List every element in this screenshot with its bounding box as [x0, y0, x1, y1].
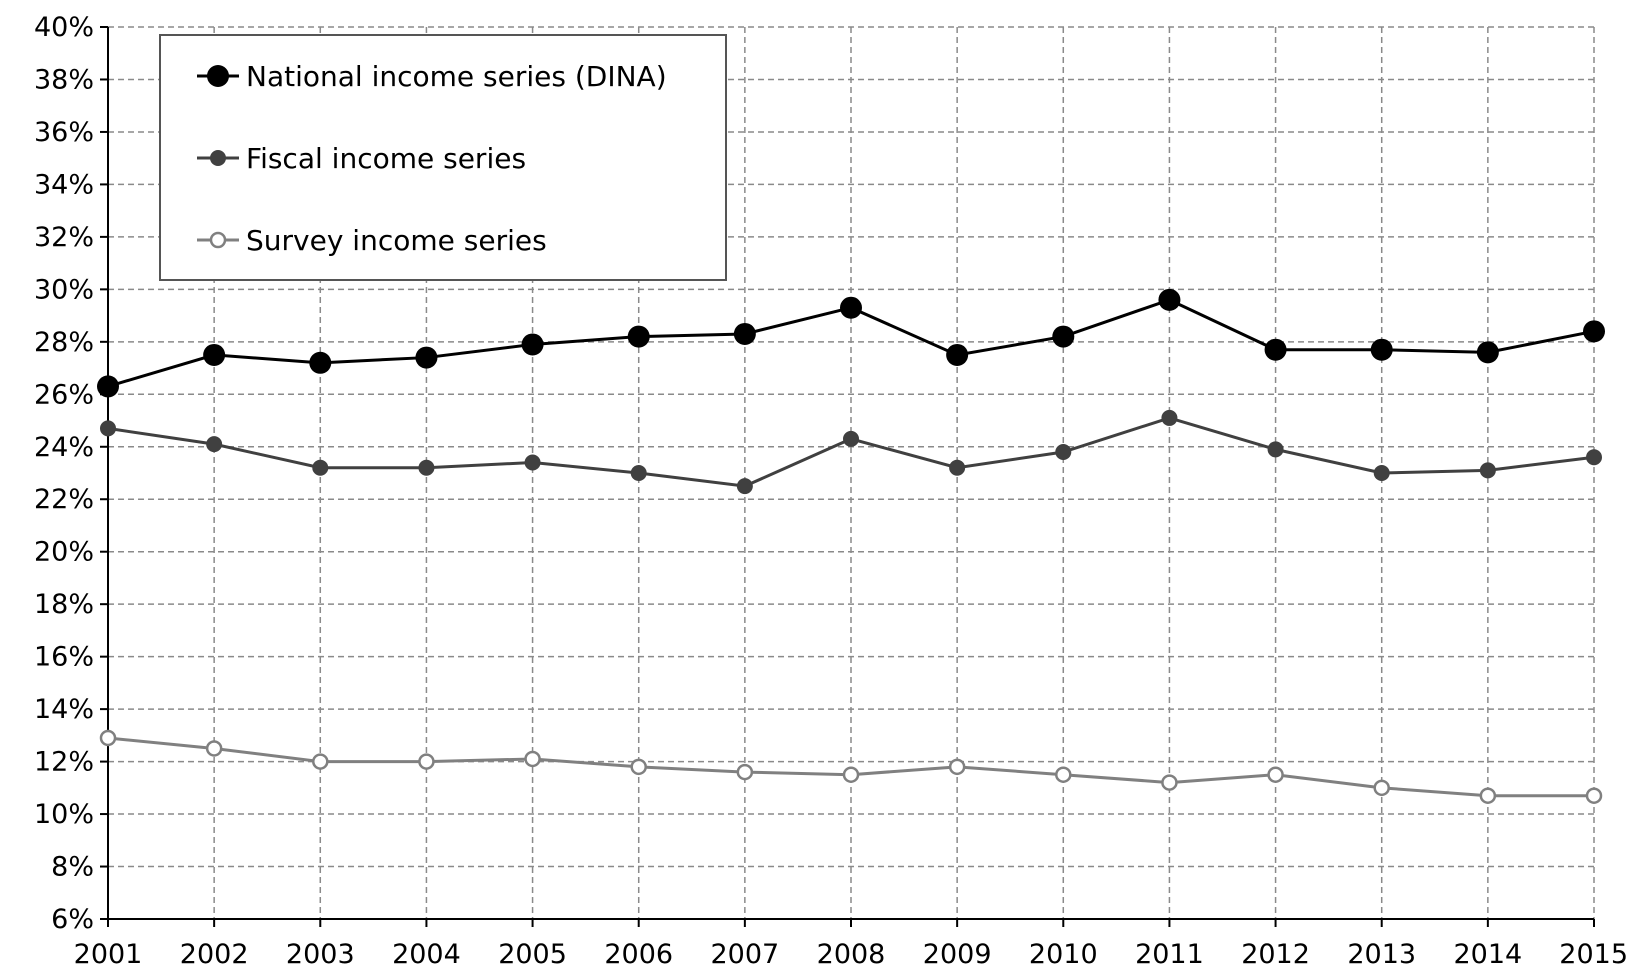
series-national — [97, 288, 1605, 398]
legend-box — [159, 34, 727, 281]
data-point-fiscal — [1055, 444, 1072, 461]
data-point-national — [1476, 341, 1499, 364]
data-point-national — [1583, 320, 1605, 343]
y-tick-label: 36% — [34, 117, 94, 148]
data-point-fiscal — [524, 454, 541, 471]
y-tick-labels: 6% 8% 10% 12% 14% 16% 18% 20% 22% 24% 26% 28% 30% 32%… — [34, 12, 94, 935]
data-point-national — [733, 322, 756, 345]
data-point-survey — [1585, 787, 1603, 804]
series-layer — [97, 288, 1605, 804]
data-point-national — [946, 343, 969, 366]
data-point-survey — [312, 753, 329, 770]
y-tick-label: 24% — [34, 432, 94, 463]
legend-label-fiscal: Fiscal income series — [246, 142, 526, 175]
data-point-survey — [99, 729, 117, 747]
data-point-national — [415, 346, 438, 369]
x-tick-label: 2009 — [923, 939, 992, 970]
legend-label-survey: Survey income series — [246, 224, 547, 257]
y-tick-label: 6% — [51, 904, 94, 935]
data-point-fiscal — [1161, 409, 1178, 426]
y-tick-label: 30% — [34, 274, 94, 305]
legend: National income series (DINA) Fiscal inc… — [159, 34, 727, 281]
data-point-national — [627, 325, 650, 348]
legend-marker-fiscal — [210, 150, 226, 166]
x-tick-label: 2001 — [74, 939, 143, 970]
data-point-survey — [948, 758, 966, 776]
data-point-fiscal — [1373, 465, 1390, 481]
data-point-fiscal — [843, 430, 859, 447]
legend-item-national: National income series (DINA) — [197, 60, 667, 93]
x-tick-label: 2013 — [1347, 939, 1416, 970]
x-tick-labels: 2001 2002 2003 2004 2005 2006 2007 2008 2009 2010… — [74, 939, 1628, 970]
y-tick-label: 34% — [34, 169, 94, 200]
data-point-survey — [736, 763, 754, 781]
x-tick-label: 2004 — [392, 939, 461, 970]
data-point-national — [309, 351, 332, 374]
data-point-survey — [1479, 787, 1497, 804]
legend-marker-national — [207, 65, 229, 87]
x-tick-label: 2012 — [1241, 939, 1310, 970]
data-point-survey — [524, 750, 541, 768]
y-tick-label: 8% — [51, 852, 94, 883]
legend-label-national: National income series (DINA) — [246, 60, 667, 93]
x-tick-label: 2007 — [710, 939, 779, 970]
data-point-survey — [205, 740, 223, 757]
y-tick-label: 20% — [34, 537, 94, 568]
data-point-national — [1052, 325, 1075, 348]
data-point-survey — [842, 766, 860, 783]
data-point-national — [203, 343, 226, 366]
data-point-fiscal — [206, 436, 223, 453]
data-point-survey — [1055, 766, 1072, 783]
series-survey — [99, 729, 1603, 804]
data-point-fiscal — [1586, 449, 1602, 466]
data-point-national — [97, 375, 119, 398]
y-tick-label: 22% — [34, 484, 94, 515]
x-tick-label: 2010 — [1029, 939, 1098, 970]
data-point-survey — [418, 753, 435, 770]
x-tick-label: 2005 — [498, 939, 567, 970]
x-tick-label: 2008 — [817, 939, 886, 970]
data-point-survey — [1161, 774, 1178, 791]
data-point-national — [1264, 338, 1287, 361]
axes — [100, 26, 1595, 927]
data-point-fiscal — [630, 465, 647, 481]
y-tick-label: 12% — [34, 747, 94, 778]
legend-marker-survey — [209, 231, 227, 249]
y-tick-label: 40% — [34, 12, 94, 43]
legend-item-survey: Survey income series — [197, 224, 547, 257]
y-tick-label: 32% — [34, 222, 94, 253]
data-point-national — [1370, 338, 1393, 361]
x-tick-label: 2002 — [180, 939, 249, 970]
x-tick-label: 2011 — [1135, 939, 1204, 970]
data-point-fiscal — [736, 478, 753, 495]
y-tick-label: 26% — [34, 379, 94, 410]
x-tick-label: 2003 — [286, 939, 355, 970]
y-tick-label: 18% — [34, 589, 94, 620]
y-tick-label: 38% — [34, 64, 94, 95]
legend-item-fiscal: Fiscal income series — [197, 142, 526, 175]
data-point-national — [1158, 288, 1181, 311]
y-tick-label: 14% — [34, 694, 94, 725]
data-point-survey — [1267, 766, 1284, 783]
data-point-fiscal — [949, 459, 966, 476]
data-point-fiscal — [418, 459, 435, 476]
data-point-national — [521, 333, 544, 356]
data-point-survey — [630, 758, 647, 776]
data-point-survey — [1373, 779, 1390, 797]
data-point-fiscal — [312, 459, 329, 476]
y-tick-label: 16% — [34, 642, 94, 673]
series-fiscal — [100, 409, 1602, 495]
y-tick-label: 28% — [34, 327, 94, 358]
data-point-fiscal — [1267, 441, 1284, 458]
x-tick-label: 2014 — [1453, 939, 1522, 970]
x-tick-label: 2015 — [1559, 939, 1628, 970]
data-point-fiscal — [100, 420, 116, 437]
data-point-national — [840, 296, 862, 319]
x-tick-label: 2006 — [604, 939, 673, 970]
data-point-fiscal — [1479, 462, 1496, 479]
y-tick-label: 10% — [34, 799, 94, 830]
